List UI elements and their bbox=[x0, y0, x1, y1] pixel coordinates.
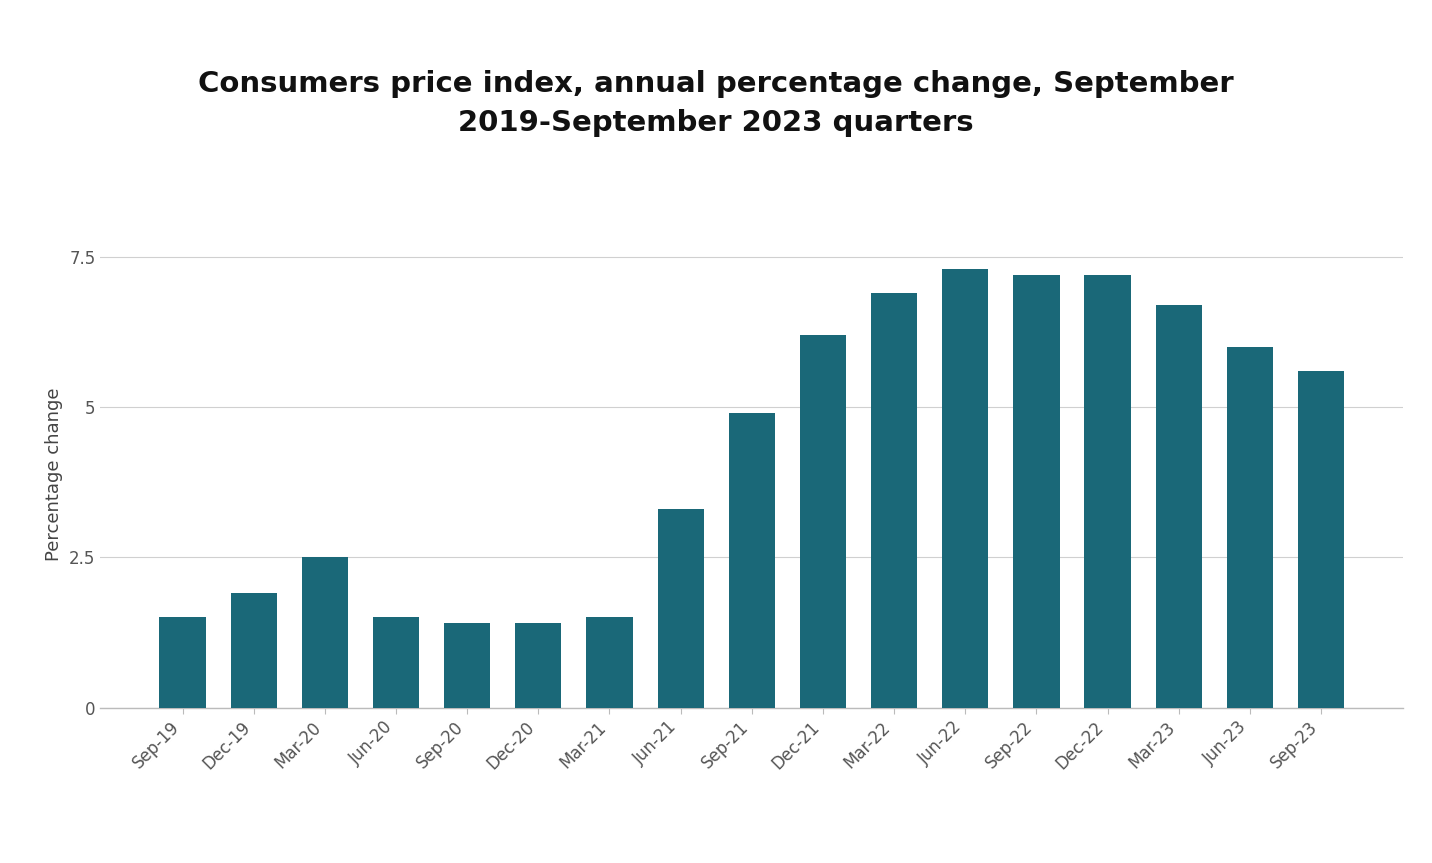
Bar bbox=[372, 617, 420, 708]
Bar bbox=[302, 557, 348, 708]
Bar bbox=[159, 617, 206, 708]
Bar bbox=[871, 293, 918, 708]
Bar bbox=[657, 509, 703, 708]
Bar bbox=[800, 335, 846, 708]
Bar bbox=[942, 268, 988, 708]
Bar bbox=[231, 594, 276, 708]
Text: Consumers price index, annual percentage change, September
2019-September 2023 q: Consumers price index, annual percentage… bbox=[198, 70, 1234, 137]
Bar bbox=[1227, 347, 1273, 708]
Bar bbox=[516, 623, 561, 708]
Bar bbox=[1014, 274, 1060, 708]
Bar bbox=[1156, 305, 1201, 708]
Y-axis label: Percentage change: Percentage change bbox=[46, 387, 63, 562]
Bar bbox=[1084, 274, 1131, 708]
Bar bbox=[586, 617, 633, 708]
Bar bbox=[729, 413, 775, 708]
Bar bbox=[444, 623, 490, 708]
Bar bbox=[1297, 371, 1345, 708]
